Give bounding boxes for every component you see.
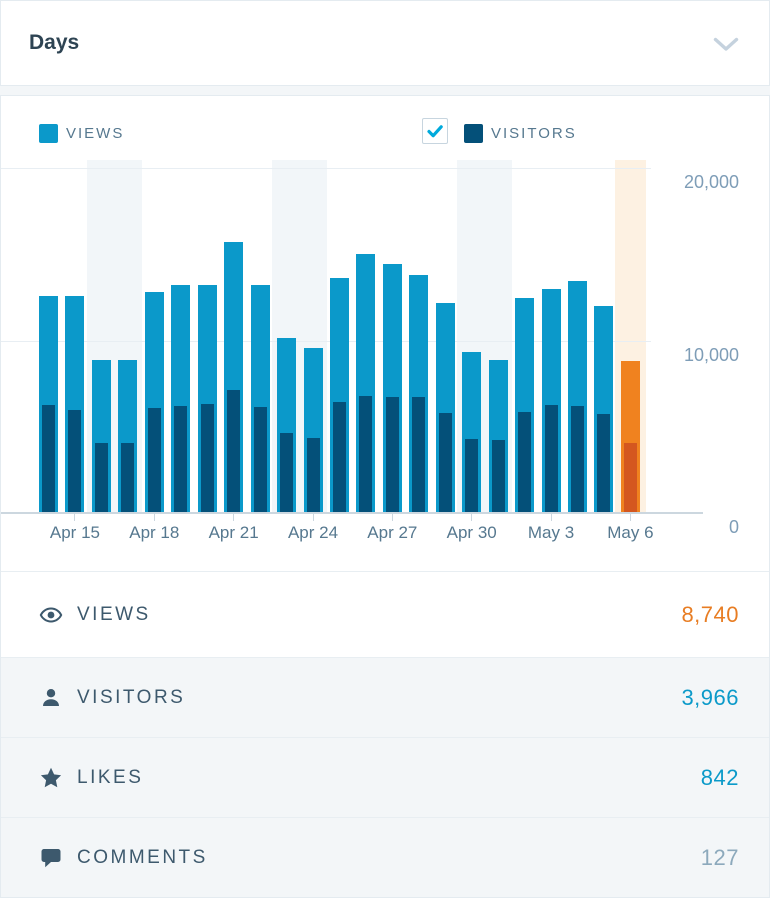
visitors-value: 3,966 — [681, 684, 739, 710]
x-axis-tick — [629, 514, 631, 521]
visitors-bar[interactable] — [332, 402, 346, 512]
x-axis-tick — [233, 514, 235, 521]
views-value: 8,740 — [681, 601, 739, 627]
x-axis-label: Apr 24 — [287, 523, 339, 542]
visitors-legend-label: VISITORS — [491, 125, 577, 142]
x-axis-label: May 6 — [607, 523, 654, 542]
x-axis-label: Apr 18 — [129, 523, 180, 542]
x-axis: Apr 15 Apr 18 Apr 21 Apr 24 Apr 27 Apr 30 May … — [1, 514, 769, 554]
visitors-bar[interactable] — [491, 440, 505, 512]
x-axis-label: Apr 21 — [208, 523, 259, 542]
gridline — [1, 341, 651, 342]
summary-list: VIEWS 8,740 VISITORS 3,966 LIKES 842 COM… — [1, 571, 769, 897]
visitors-bar[interactable] — [253, 407, 267, 512]
x-axis-tick — [312, 514, 314, 521]
visitors-bar[interactable] — [359, 396, 373, 512]
person-icon — [43, 688, 59, 706]
y-axis-label: 10,000 — [683, 345, 739, 365]
visitors-bar[interactable] — [200, 404, 214, 512]
likes-summary-row[interactable]: LIKES 842 — [1, 737, 769, 817]
visitors-bar[interactable] — [412, 397, 426, 512]
comment-icon — [41, 848, 61, 867]
visitors-bar[interactable] — [174, 406, 188, 512]
visitors-checkbox[interactable] — [422, 118, 448, 144]
visitors-bar[interactable] — [438, 413, 452, 512]
comments-value: 127 — [700, 844, 739, 870]
views-legend-label: VIEWS — [66, 125, 125, 142]
visitors-bar[interactable] — [306, 438, 320, 512]
visitors-bar[interactable] — [518, 412, 532, 512]
views-label: VIEWS — [77, 603, 151, 625]
visitors-bar[interactable] — [465, 439, 479, 512]
visitors-bar[interactable] — [42, 405, 55, 512]
visitors-bar[interactable] — [147, 408, 161, 512]
period-selector[interactable]: Days — [0, 0, 770, 86]
bar-chart-plot — [1, 160, 769, 514]
likes-value: 842 — [700, 764, 739, 790]
visitors-summary-row[interactable]: VISITORS 3,966 — [1, 657, 769, 737]
visitors-bar[interactable] — [597, 414, 611, 512]
eye-icon — [39, 606, 63, 623]
y-axis-label: 20,000 — [683, 172, 739, 192]
check-icon — [427, 125, 443, 138]
x-axis-tick — [550, 514, 552, 521]
page-title: Days — [29, 31, 80, 54]
x-axis-tick — [391, 514, 393, 521]
views-summary-row[interactable]: VIEWS 8,740 — [1, 571, 769, 657]
visitors-bar[interactable] — [68, 410, 82, 512]
visitors-label: VISITORS — [77, 686, 186, 708]
x-axis-label: Apr 30 — [446, 523, 497, 542]
y-axis-label: 0 — [728, 517, 739, 537]
visitors-swatch-icon — [464, 124, 483, 143]
visitors-bar[interactable] — [94, 443, 108, 512]
visitors-bar[interactable] — [544, 405, 558, 512]
x-axis-tick — [74, 514, 76, 521]
x-axis-label: Apr 15 — [49, 523, 100, 542]
star-icon — [40, 767, 62, 787]
x-axis-label: Apr 27 — [367, 523, 418, 542]
visitors-bar[interactable] — [623, 443, 637, 512]
x-axis-line — [1, 512, 703, 514]
x-axis-tick — [471, 514, 473, 521]
visitors-bar[interactable] — [227, 390, 241, 512]
x-axis-tick — [153, 514, 155, 521]
comments-label: COMMENTS — [77, 846, 208, 868]
visitors-bar[interactable] — [385, 397, 399, 512]
comments-summary-row[interactable]: COMMENTS 127 — [1, 817, 769, 897]
stats-chart-card: VIEWS VISITORS Apr 15 Apr 18 Apr 21 Apr 24 A… — [0, 95, 770, 898]
gridline — [1, 168, 651, 169]
visitors-bar[interactable] — [121, 443, 135, 512]
visitors-bar[interactable] — [280, 433, 294, 512]
chart-legend: VIEWS VISITORS — [1, 96, 769, 160]
likes-label: LIKES — [77, 766, 144, 788]
chevron-down-icon[interactable] — [713, 37, 739, 57]
x-axis-label: May 3 — [527, 523, 575, 542]
views-swatch-icon — [39, 124, 58, 143]
visitors-bar[interactable] — [571, 406, 584, 512]
